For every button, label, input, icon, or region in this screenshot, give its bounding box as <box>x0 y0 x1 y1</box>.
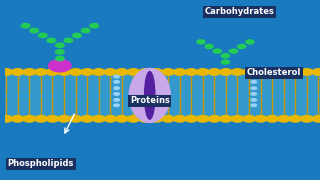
Circle shape <box>196 68 210 76</box>
Circle shape <box>115 68 129 76</box>
Circle shape <box>55 56 65 61</box>
Circle shape <box>184 68 198 76</box>
Circle shape <box>55 49 65 55</box>
Circle shape <box>219 68 233 76</box>
Circle shape <box>20 23 31 29</box>
Circle shape <box>265 68 279 76</box>
Circle shape <box>254 115 268 123</box>
Circle shape <box>115 115 129 123</box>
Circle shape <box>46 37 56 43</box>
Circle shape <box>207 115 221 123</box>
Circle shape <box>196 39 206 45</box>
Circle shape <box>81 28 91 33</box>
Circle shape <box>0 68 13 76</box>
Circle shape <box>219 115 233 123</box>
Circle shape <box>11 115 25 123</box>
Circle shape <box>230 68 244 76</box>
Circle shape <box>184 115 198 123</box>
Circle shape <box>250 75 257 78</box>
Circle shape <box>45 115 60 123</box>
Circle shape <box>69 115 83 123</box>
Circle shape <box>22 115 36 123</box>
Circle shape <box>34 115 48 123</box>
Circle shape <box>113 92 120 96</box>
Circle shape <box>265 115 279 123</box>
Circle shape <box>237 44 246 49</box>
Circle shape <box>113 98 120 102</box>
Text: Phospholipids: Phospholipids <box>8 159 74 168</box>
Bar <box>5 74 320 117</box>
Circle shape <box>242 115 256 123</box>
Circle shape <box>229 48 238 54</box>
Circle shape <box>150 115 164 123</box>
Circle shape <box>277 68 291 76</box>
Circle shape <box>250 98 257 102</box>
Circle shape <box>245 39 255 45</box>
Ellipse shape <box>129 68 170 122</box>
Circle shape <box>11 68 25 76</box>
Circle shape <box>300 115 314 123</box>
Circle shape <box>89 23 99 29</box>
Circle shape <box>150 68 164 76</box>
Circle shape <box>277 115 291 123</box>
Circle shape <box>80 115 94 123</box>
Circle shape <box>113 75 120 78</box>
Circle shape <box>22 68 36 76</box>
Circle shape <box>161 68 175 76</box>
Circle shape <box>230 115 244 123</box>
Circle shape <box>126 115 140 123</box>
Circle shape <box>196 115 210 123</box>
Circle shape <box>254 68 268 76</box>
Circle shape <box>72 33 82 38</box>
Circle shape <box>250 80 257 84</box>
Circle shape <box>69 68 83 76</box>
Circle shape <box>288 68 302 76</box>
Circle shape <box>250 92 257 96</box>
Circle shape <box>63 37 74 43</box>
Ellipse shape <box>145 72 155 119</box>
Circle shape <box>126 68 140 76</box>
Circle shape <box>80 68 94 76</box>
Circle shape <box>311 68 320 76</box>
Circle shape <box>57 115 71 123</box>
Circle shape <box>113 86 120 90</box>
Circle shape <box>92 68 106 76</box>
Text: Cholesterol: Cholesterol <box>247 68 301 77</box>
Circle shape <box>29 28 39 33</box>
Circle shape <box>38 33 48 38</box>
Circle shape <box>250 86 257 90</box>
Circle shape <box>55 42 65 48</box>
Circle shape <box>173 115 187 123</box>
Text: Carbohydrates: Carbohydrates <box>205 7 275 16</box>
Circle shape <box>207 68 221 76</box>
Circle shape <box>311 115 320 123</box>
Circle shape <box>173 68 187 76</box>
Circle shape <box>0 115 13 123</box>
Circle shape <box>138 115 152 123</box>
Circle shape <box>250 103 257 107</box>
Circle shape <box>161 115 175 123</box>
Circle shape <box>288 115 302 123</box>
Circle shape <box>103 68 117 76</box>
Circle shape <box>45 68 60 76</box>
Circle shape <box>204 44 214 49</box>
Circle shape <box>113 80 120 84</box>
Circle shape <box>34 68 48 76</box>
Circle shape <box>300 68 314 76</box>
Circle shape <box>57 68 71 76</box>
Circle shape <box>103 115 117 123</box>
Circle shape <box>212 48 222 54</box>
Circle shape <box>220 53 230 58</box>
Circle shape <box>92 115 106 123</box>
Circle shape <box>242 68 256 76</box>
Circle shape <box>138 68 152 76</box>
Circle shape <box>48 59 72 73</box>
Circle shape <box>220 59 230 65</box>
Circle shape <box>113 103 120 107</box>
Text: Proteins: Proteins <box>130 96 170 105</box>
